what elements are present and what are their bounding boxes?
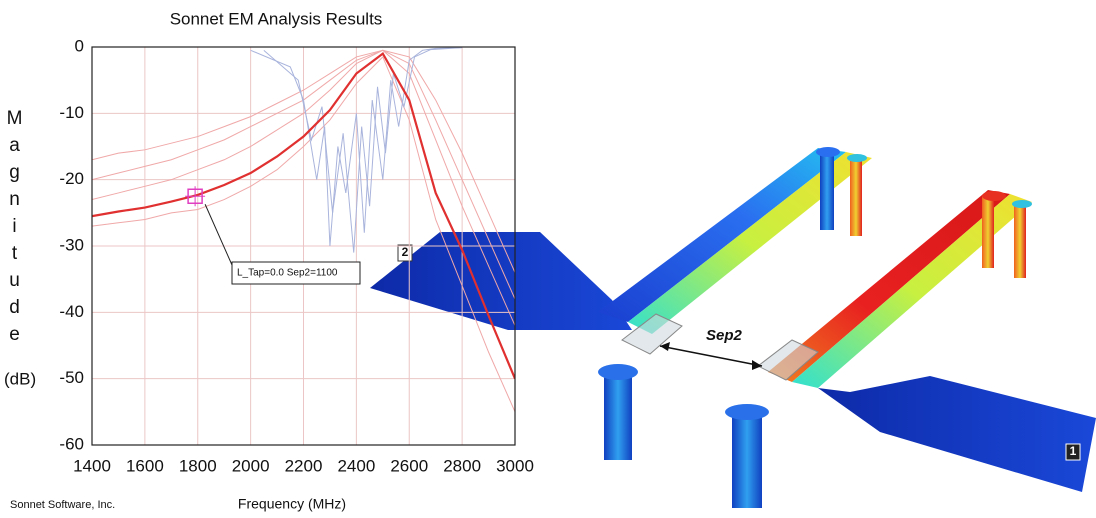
chart: Sonnet EM Analysis Results Magnitude (dB… (0, 0, 1096, 518)
pillar-cap (598, 364, 638, 380)
post-cap (816, 147, 840, 157)
x-tick-label: 1400 (73, 456, 111, 475)
arm (628, 152, 872, 334)
y-tick-label: -10 (59, 103, 84, 122)
y-tick-label: -40 (59, 302, 84, 321)
y-tick-label: 0 (75, 36, 84, 55)
x-tick-label: 2200 (285, 456, 323, 475)
series-line (264, 48, 462, 253)
cursor-leader (205, 204, 232, 274)
cursor-label: L_Tap=0.0 Sep2=1100 (237, 268, 338, 279)
post (982, 196, 994, 268)
post (850, 160, 862, 236)
y-axis-label: Magnitude (4, 108, 25, 351)
port-label: 2 (402, 245, 409, 259)
x-axis-label: Frequency (MHz) (238, 496, 346, 512)
x-tick-label: 3000 (496, 456, 534, 475)
x-tick-label: 2600 (390, 456, 428, 475)
y-tick-label: -20 (59, 169, 84, 188)
x-tick-label: 1600 (126, 456, 164, 475)
pillar-cap (725, 404, 769, 420)
pillar (732, 412, 762, 508)
y-tick-label: -50 (59, 368, 84, 387)
sep-label: Sep2 (706, 327, 743, 344)
arm (598, 148, 846, 322)
port-plate (818, 376, 1096, 492)
x-tick-label: 2000 (232, 456, 270, 475)
post-cap (982, 191, 1006, 201)
y-tick-label: -30 (59, 235, 84, 254)
y-tick-label: -60 (59, 434, 84, 453)
x-tick-label: 1800 (179, 456, 217, 475)
chart-title: Sonnet EM Analysis Results (170, 9, 383, 28)
x-tick-label: 2800 (443, 456, 481, 475)
post-cap (847, 154, 867, 162)
pillar (604, 372, 632, 460)
page: Sonnet EM Analysis Results Magnitude (dB… (0, 0, 1096, 518)
post (1014, 206, 1026, 278)
sep-arrow (660, 346, 762, 366)
post (820, 152, 834, 230)
y-axis-unit: (dB) (4, 369, 36, 388)
footer: Sonnet Software, Inc. (10, 499, 115, 511)
x-tick-label: 2400 (337, 456, 375, 475)
post-cap (1012, 200, 1032, 208)
port-label: 1 (1070, 444, 1077, 458)
